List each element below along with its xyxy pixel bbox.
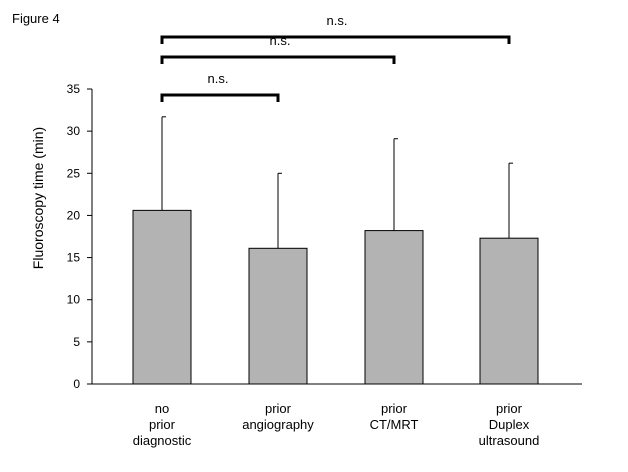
category-label-prior-ct-mrt: prior CT/MRT bbox=[369, 401, 419, 432]
y-tick-label: 0 bbox=[73, 377, 80, 391]
category-label-no-prior-diagnostic: no prior diagnostic bbox=[132, 401, 192, 448]
y-tick-label: 15 bbox=[67, 251, 81, 265]
category-label-prior-duplex-ultrasound: prior Duplex ultrasound bbox=[478, 401, 540, 448]
significance-label: n.s. bbox=[327, 13, 348, 28]
y-tick-label: 35 bbox=[67, 82, 81, 96]
significance-label: n.s. bbox=[270, 33, 291, 48]
bar bbox=[248, 247, 308, 385]
y-tick-label: 10 bbox=[67, 293, 81, 307]
significance-label: n.s. bbox=[208, 71, 229, 86]
significance-bracket bbox=[160, 55, 396, 64]
y-tick-label: 25 bbox=[67, 166, 81, 180]
bar bbox=[364, 230, 424, 385]
bar bbox=[479, 237, 539, 385]
bar bbox=[132, 209, 192, 385]
significance-bracket bbox=[160, 35, 511, 44]
significance-bracket bbox=[160, 93, 280, 102]
y-tick-label: 5 bbox=[73, 335, 80, 349]
figure-label: Figure 4 bbox=[12, 11, 60, 26]
category-label-prior-angiography: prior angiography bbox=[242, 401, 314, 432]
y-tick-label: 20 bbox=[67, 208, 81, 222]
y-tick-label: 30 bbox=[67, 124, 81, 138]
